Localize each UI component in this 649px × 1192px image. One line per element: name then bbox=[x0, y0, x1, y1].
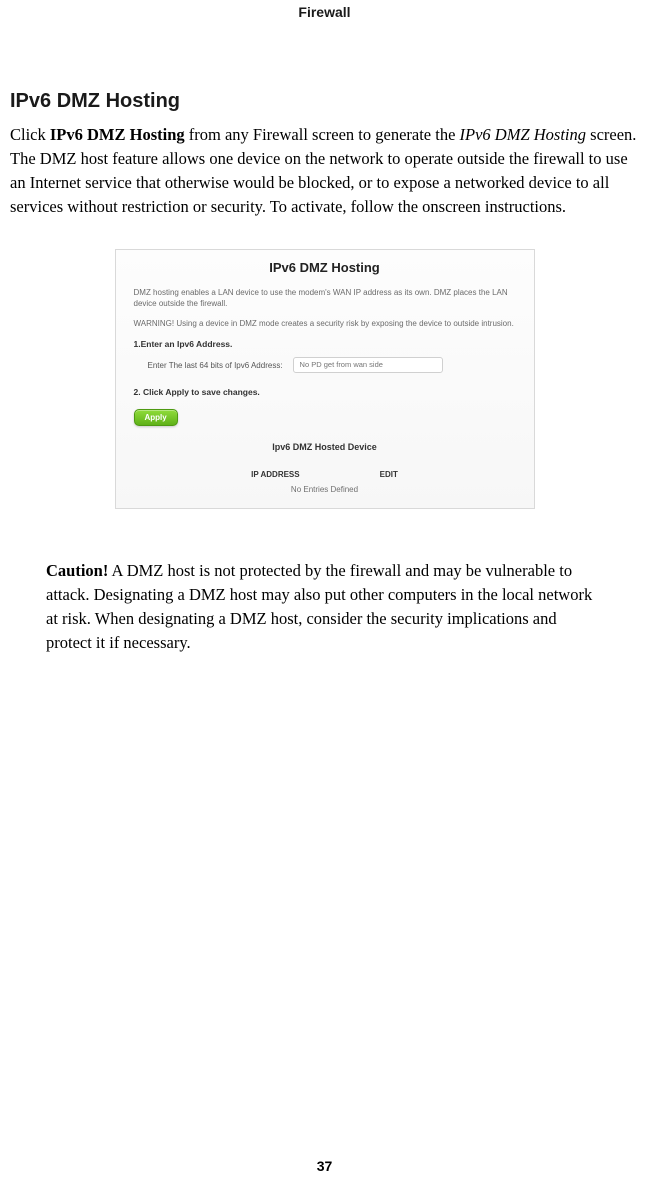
chapter-header: Firewall bbox=[10, 4, 639, 20]
manual-page: Firewall IPv6 DMZ Hosting Click IPv6 DMZ… bbox=[0, 0, 649, 1192]
router-screenshot: IPv6 DMZ Hosting DMZ hosting enables a L… bbox=[115, 249, 535, 510]
screenshot-desc1: DMZ hosting enables a LAN device to use … bbox=[134, 287, 516, 310]
ipv6-input-label: Enter The last 64 bits of Ipv6 Address: bbox=[148, 361, 283, 370]
screenshot-step1: 1.Enter an Ipv6 Address. bbox=[134, 339, 516, 349]
page-number: 37 bbox=[0, 1158, 649, 1174]
col-edit: EDIT bbox=[380, 470, 398, 479]
hosted-device-subtitle: Ipv6 DMZ Hosted Device bbox=[116, 442, 534, 452]
caution-block: Caution! A DMZ host is not protected by … bbox=[46, 559, 603, 655]
figure-wrap: IPv6 DMZ Hosting DMZ hosting enables a L… bbox=[10, 249, 639, 510]
para-italic: IPv6 DMZ Hosting bbox=[460, 125, 587, 144]
hosted-device-table-header: IP ADDRESS EDIT bbox=[116, 470, 534, 479]
apply-button[interactable]: Apply bbox=[134, 409, 178, 426]
screenshot-title: IPv6 DMZ Hosting bbox=[116, 260, 534, 275]
caution-text: A DMZ host is not protected by the firew… bbox=[46, 561, 592, 652]
screenshot-desc2: WARNING! Using a device in DMZ mode crea… bbox=[134, 318, 516, 330]
para-bold: IPv6 DMZ Hosting bbox=[50, 125, 185, 144]
section-heading: IPv6 DMZ Hosting bbox=[10, 90, 639, 113]
screenshot-body: DMZ hosting enables a LAN device to use … bbox=[116, 287, 534, 398]
body-paragraph: Click IPv6 DMZ Hosting from any Firewall… bbox=[10, 123, 639, 219]
ipv6-address-input[interactable] bbox=[293, 357, 443, 373]
para-text: Click bbox=[10, 125, 50, 144]
table-empty-message: No Entries Defined bbox=[116, 485, 534, 494]
caution-label: Caution! bbox=[46, 561, 108, 580]
col-ip-address: IP ADDRESS bbox=[251, 470, 299, 479]
para-text: from any Firewall screen to generate the bbox=[185, 125, 460, 144]
ipv6-input-row: Enter The last 64 bits of Ipv6 Address: bbox=[148, 357, 516, 373]
screenshot-step2: 2. Click Apply to save changes. bbox=[134, 387, 516, 397]
